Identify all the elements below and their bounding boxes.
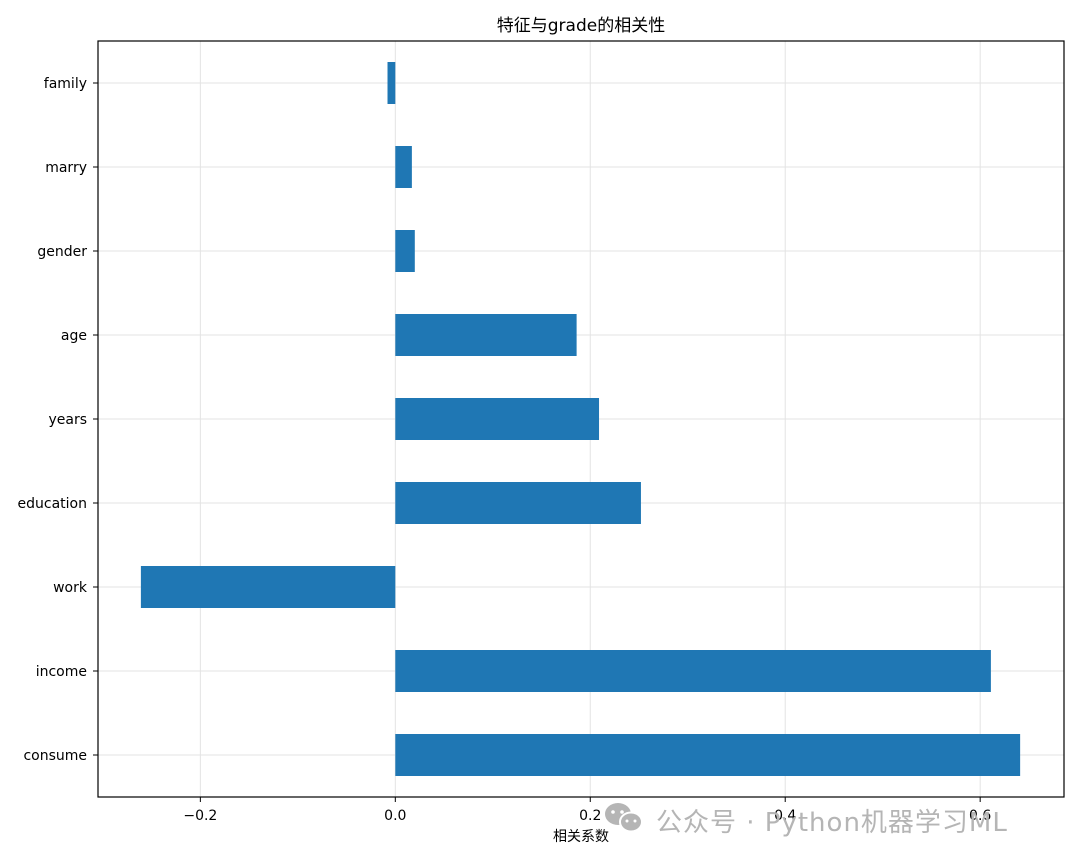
bar-family: [387, 62, 396, 104]
chart-title: 特征与grade的相关性: [497, 16, 665, 36]
wechat-icon: [605, 803, 643, 833]
watermark: 公众号 · Python机器学习ML: [605, 803, 1008, 838]
x-axis-ticks: −0.2 0.0 0.2 0.4 0.6: [183, 797, 991, 824]
y-tick-label-consume: consume: [23, 748, 87, 764]
bar-consume: [395, 734, 1021, 776]
y-tick-label-age: age: [61, 328, 87, 344]
y-tick-label-work: work: [53, 580, 88, 596]
y-tick-label-family: family: [44, 76, 87, 92]
x-tick-label-1: 0.0: [384, 808, 406, 824]
y-tick-label-years: years: [48, 412, 87, 428]
x-tick-label-0: −0.2: [183, 808, 217, 824]
y-tick-label-marry: marry: [45, 160, 87, 176]
bar-gender: [395, 230, 415, 272]
x-tick-label-3: 0.4: [774, 808, 796, 824]
bar-income: [395, 650, 991, 692]
bar-work: [140, 566, 396, 608]
bar-years: [395, 398, 600, 440]
x-tick-label-2: 0.2: [579, 808, 601, 824]
bar-age: [395, 314, 577, 356]
x-tick-label-4: 0.6: [969, 808, 991, 824]
y-tick-label-gender: gender: [37, 244, 87, 260]
y-axis-ticks: consume income work education years age gender…: [18, 76, 98, 764]
x-axis-label: 相关系数: [553, 829, 609, 845]
bar-education: [395, 482, 641, 524]
bars: [140, 62, 1021, 776]
bar-marry: [395, 146, 412, 188]
y-tick-label-education: education: [18, 496, 87, 512]
y-tick-label-income: income: [36, 664, 87, 680]
watermark-text: 公众号 · Python机器学习ML: [656, 808, 1008, 838]
